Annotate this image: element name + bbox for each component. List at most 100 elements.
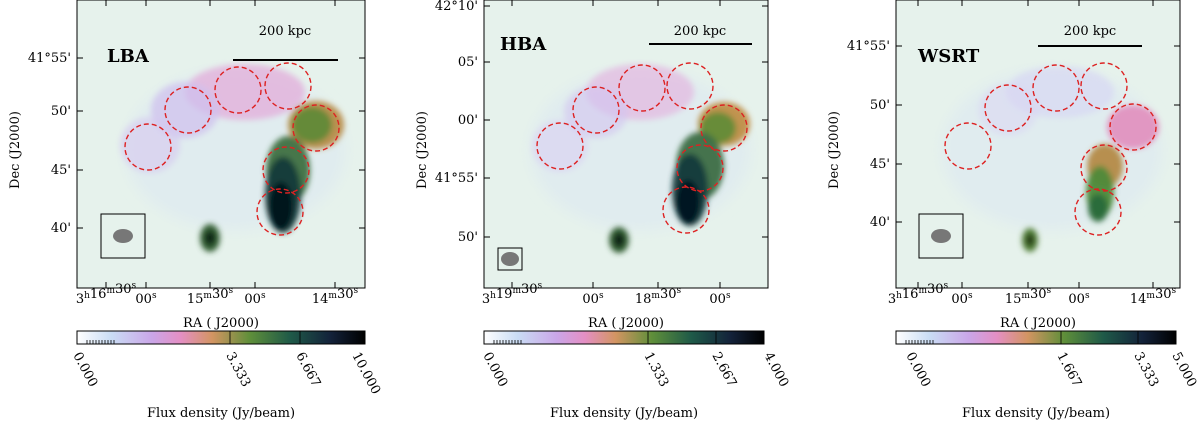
x-tick-label: 15m30s: [1005, 286, 1052, 307]
colorbar-title: Flux density (Jy/beam): [962, 406, 1110, 421]
emission-blob: [292, 107, 332, 143]
y-tick-label: 50': [458, 230, 478, 245]
colorbar: [76, 330, 366, 345]
x-tick-label: 15m30s: [187, 286, 234, 307]
x-tick-label: 00s: [709, 291, 731, 307]
region-circle: [262, 146, 310, 194]
colorbar-tick-label: 3.333: [1130, 350, 1161, 390]
emission-blob: [1026, 234, 1034, 246]
region-circle: [572, 86, 620, 134]
telescope-label: HBA: [500, 34, 547, 55]
colorbar-tick-label: 0.000: [902, 350, 933, 390]
x-tick-label: 00s: [582, 291, 604, 307]
colorbar-tick-label: 3.333: [222, 350, 253, 390]
scale-bar-label: 200 kpc: [259, 24, 311, 39]
x-axis-title: RA ( J2000): [183, 316, 259, 331]
region-circle: [700, 104, 748, 152]
region-circle: [1109, 103, 1157, 151]
region-circle: [264, 62, 312, 110]
emission-blob: [564, 86, 628, 138]
y-axis-title: Dec (J2000): [827, 111, 842, 189]
colorbar-tick-label: 1.667: [1053, 350, 1084, 390]
region-circle: [1032, 64, 1080, 112]
telescope-label: WSRT: [917, 46, 980, 67]
map-frame: [483, 0, 769, 289]
x-tick-label: 00s: [951, 291, 973, 307]
panel-wsrt: 200 kpc WSRT 41°55' 50' 45' 40' 3h16m30s 00s 15m…: [800, 0, 1200, 426]
radio-map-image: [77, 0, 365, 288]
source-emission: [532, 64, 750, 253]
beam-box: [918, 213, 964, 259]
x-tick-label: 14m30s: [1130, 286, 1177, 307]
panel-hba: 200 kpc HBA 42°10' 05' 00' 41°55' 50' 3h19m30s 0…: [400, 0, 800, 426]
colorbar-tick-label: 0.000: [69, 350, 100, 390]
colorbar-tick-label: 10.000: [348, 350, 383, 397]
emission-blob: [1088, 194, 1108, 222]
y-tick-label: 40': [870, 215, 890, 230]
beam-box: [497, 247, 523, 271]
region-circle: [256, 188, 304, 236]
y-tick-label: 41°55': [847, 39, 890, 54]
beam-box: [100, 213, 146, 259]
beam-ellipse: [113, 229, 133, 243]
region-circle: [944, 122, 992, 170]
x-tick-label: 00s: [135, 291, 157, 307]
region-circle: [124, 123, 172, 171]
y-tick-label: 42°10': [435, 0, 478, 14]
region-circle: [292, 104, 340, 152]
x-axis-title: RA ( J2000): [1000, 316, 1076, 331]
colorbar-tick-label: 6.667: [292, 350, 323, 390]
region-circle: [984, 84, 1032, 132]
x-tick-label: 3h19m30s: [482, 281, 543, 307]
map-frame: [76, 0, 366, 289]
y-tick-label: 05': [458, 55, 478, 70]
y-tick-label: 45': [51, 163, 71, 178]
y-tick-label: 50': [51, 104, 71, 119]
region-circle: [666, 62, 714, 110]
colorbar-tick-label: 5.000: [1168, 350, 1199, 390]
y-tick-label: 41°55': [435, 171, 478, 186]
region-circle: [1080, 144, 1128, 192]
source-emission: [120, 64, 344, 252]
emission-blob: [676, 180, 700, 224]
colorbar-title: Flux density (Jy/beam): [147, 406, 295, 421]
x-tick-label: 3h16m30s: [76, 281, 137, 307]
x-tick-label: 00s: [244, 291, 266, 307]
emission-blob: [978, 84, 1038, 136]
y-tick-label: 40': [51, 221, 71, 236]
x-tick-label: 00s: [1068, 291, 1090, 307]
emission-blob: [205, 231, 215, 245]
emission-blob: [120, 117, 180, 173]
y-axis-title: Dec (J2000): [415, 111, 430, 189]
emission-blob: [532, 120, 588, 172]
y-tick-label: 45': [870, 157, 890, 172]
emission-blob: [614, 233, 624, 247]
region-circle: [214, 66, 262, 114]
colorbar-tick-label: 4.000: [760, 350, 791, 390]
region-circle: [164, 86, 212, 134]
telescope-label: LBA: [107, 46, 150, 67]
x-tick-label: 3h16m30s: [888, 281, 949, 307]
panel-hba-svg: 200 kpc HBA 42°10' 05' 00' 41°55' 50' 3h19m30s 0…: [415, 0, 791, 421]
colorbar: [895, 330, 1177, 345]
colorbar-tick-label: 1.333: [640, 350, 671, 390]
y-tick-label: 50': [870, 98, 890, 113]
x-tick-label: 18m30s: [635, 286, 682, 307]
colorbar-tick-label: 0.000: [479, 350, 510, 390]
emission-blob: [269, 182, 293, 230]
x-axis-title: RA ( J2000): [588, 316, 664, 331]
region-circle: [1080, 62, 1128, 110]
region-circle: [1074, 188, 1122, 236]
region-circle: [536, 122, 584, 170]
x-tick-label: 14m30s: [312, 286, 359, 307]
scale-bar-label: 200 kpc: [674, 24, 726, 39]
panel-lba: 200 kpc LBA 41°55' 50' 45' 40' 3h16m30s 00s 15m3…: [0, 0, 400, 426]
colorbar: [483, 330, 765, 345]
region-circle: [662, 186, 710, 234]
y-tick-label: 41°55': [28, 51, 71, 66]
source-emission: [978, 66, 1159, 252]
y-axis-title: Dec (J2000): [8, 111, 23, 189]
colorbar-title: Flux density (Jy/beam): [550, 406, 698, 421]
scale-bar-label: 200 kpc: [1064, 24, 1116, 39]
